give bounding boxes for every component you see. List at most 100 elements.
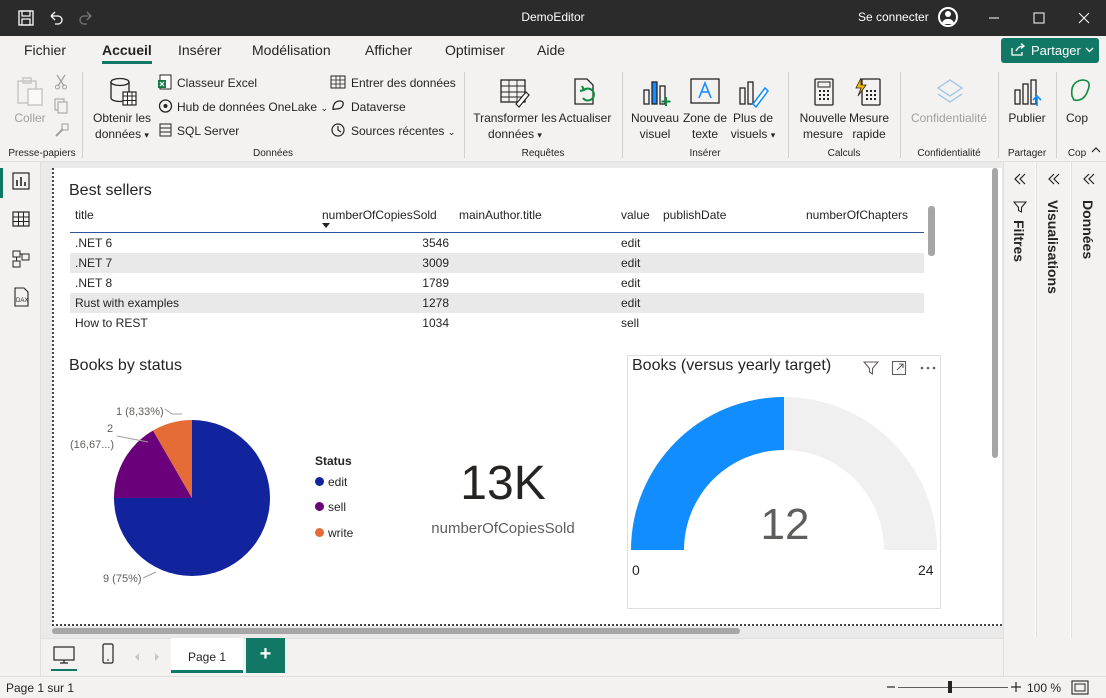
redo-icon[interactable] (77, 9, 95, 27)
queries-group-label: Requêtes (521, 148, 565, 159)
zoom-out-icon[interactable] (886, 681, 896, 693)
excel-workbook-button[interactable]: Classeur Excel (177, 76, 258, 90)
add-page-button[interactable]: + (246, 638, 285, 673)
table-row[interactable]: .NET 7 3009 edit (70, 253, 924, 273)
column-header-publish-date[interactable]: publishDate (663, 208, 727, 222)
minimize-icon[interactable] (976, 0, 1012, 36)
undo-icon[interactable] (47, 9, 65, 27)
table-row[interactable]: Rust with examples 1278 edit (70, 293, 924, 313)
expand-pane-icon[interactable] (1082, 172, 1096, 186)
tab-modelisation[interactable]: Modélisation (252, 42, 331, 58)
avatar[interactable] (938, 7, 958, 27)
mobile-layout-icon[interactable] (101, 643, 115, 665)
zoom-slider-track[interactable] (898, 687, 1008, 688)
legend-item-edit[interactable]: edit (315, 475, 347, 489)
table-view-icon[interactable] (10, 208, 32, 230)
canvas-vertical-scrollbar[interactable] (992, 168, 998, 458)
fit-to-page-icon[interactable] (1071, 680, 1089, 695)
filters-pane[interactable]: Filtres (1003, 162, 1035, 638)
desktop-layout-icon[interactable] (53, 645, 75, 665)
quick-measure-button[interactable]: Mesure rapide (848, 111, 889, 141)
leader-line (116, 435, 149, 443)
table-row[interactable]: How to REST 1034 sell (70, 313, 924, 333)
tab-afficher[interactable]: Afficher (365, 42, 413, 58)
canvas-horizontal-scrollbar[interactable] (52, 628, 740, 634)
model-view-icon[interactable] (10, 248, 32, 270)
gauge-chart (631, 397, 937, 550)
focus-mode-icon[interactable] (891, 360, 907, 376)
tab-fichier[interactable]: Fichier (24, 42, 67, 58)
sql-server-button[interactable]: SQL Server (177, 124, 240, 138)
cell-copies: 1278 (422, 296, 449, 310)
more-options-icon[interactable] (919, 360, 937, 376)
publish-button[interactable]: Publier (1008, 111, 1046, 125)
svg-text:DAX: DAX (16, 298, 28, 304)
report-view-icon[interactable] (10, 170, 32, 192)
divider (622, 72, 623, 158)
share-label: Partager (1031, 43, 1081, 58)
publish-icon (1014, 79, 1042, 106)
tab-optimiser[interactable]: Optimiser (445, 42, 505, 58)
next-page-icon[interactable] (153, 652, 161, 662)
tab-inserer[interactable]: Insérer (178, 42, 222, 58)
new-visual-button[interactable]: Nouveau visuel (630, 111, 680, 141)
cell-title: .NET 7 (75, 256, 113, 270)
tab-aide[interactable]: Aide (537, 42, 566, 58)
onelake-hub-button[interactable]: Hub de données OneLake ⌄ (177, 100, 328, 114)
sensitivity-button[interactable]: Confidentialité (910, 111, 988, 125)
table-row[interactable]: .NET 8 1789 edit (70, 273, 924, 293)
expand-pane-icon[interactable] (1013, 172, 1027, 186)
paste-button[interactable]: Coller (14, 111, 46, 125)
cut-icon[interactable] (54, 74, 68, 90)
visualizations-pane[interactable]: Visualisations (1036, 162, 1070, 638)
cell-value: edit (621, 236, 641, 250)
format-painter-icon[interactable] (54, 122, 70, 138)
new-measure-button[interactable]: Nouvelle mesure (799, 111, 847, 141)
copilot-button[interactable]: Cop (1065, 111, 1088, 125)
previous-page-icon[interactable] (133, 652, 141, 662)
transform-data-button[interactable]: Transformer les données ▾ (473, 111, 557, 141)
tab-accueil[interactable]: Accueil (102, 42, 152, 64)
sort-descending-icon (322, 223, 330, 228)
active-view-indicator (0, 168, 3, 198)
pie-label-edit: 9 (75%) (103, 573, 142, 585)
collapse-ribbon-icon[interactable] (1090, 144, 1102, 156)
save-icon[interactable] (17, 9, 35, 27)
enter-data-button[interactable]: Entrer des données (351, 76, 456, 90)
divider (82, 72, 83, 158)
pie-slice-write[interactable] (153, 420, 192, 498)
close-icon[interactable] (1066, 0, 1102, 36)
column-header-copies[interactable]: numberOfCopiesSold (322, 208, 437, 222)
cell-title: How to REST (75, 316, 148, 330)
new-visual-icon (643, 81, 671, 106)
maximize-icon[interactable] (1021, 0, 1057, 36)
get-data-button[interactable]: Obtenir les données ▾ (92, 111, 152, 141)
zoom-slider-thumb[interactable] (948, 681, 952, 693)
copy-icon[interactable] (54, 98, 68, 114)
text-box-button[interactable]: Zone de texte (682, 111, 728, 141)
column-header-chapters[interactable]: numberOfChapters (806, 208, 909, 222)
share-button[interactable]: Partager (1001, 38, 1099, 63)
dax-query-view-icon[interactable]: DAX (10, 286, 32, 308)
column-header-title[interactable]: title (75, 208, 94, 222)
page-tab-1[interactable]: Page 1 (171, 638, 243, 673)
refresh-button[interactable]: Actualiser (558, 111, 612, 125)
table-scrollbar[interactable] (928, 206, 935, 256)
sign-in-link[interactable]: Se connecter (858, 10, 929, 24)
data-pane[interactable]: Données (1071, 162, 1106, 638)
zoom-in-icon[interactable] (1010, 681, 1022, 693)
expand-pane-icon[interactable] (1047, 172, 1061, 186)
pie-chart[interactable] (60, 390, 300, 600)
legend-item-sell[interactable]: sell (315, 500, 346, 514)
filter-icon[interactable] (863, 360, 879, 376)
legend-item-write[interactable]: write (315, 526, 353, 540)
column-header-value[interactable]: value (621, 208, 650, 222)
paste-icon (17, 77, 43, 106)
column-header-author[interactable]: mainAuthor.title (459, 208, 542, 222)
filter-icon (1013, 201, 1027, 213)
pie-slice-sell[interactable] (114, 430, 192, 498)
dataverse-button[interactable]: Dataverse (351, 100, 406, 114)
more-visuals-button[interactable]: Plus de visuels ▾ (730, 111, 776, 141)
table-row[interactable]: .NET 6 3546 edit (70, 233, 924, 253)
recent-sources-button[interactable]: Sources récentes ⌄ (351, 124, 456, 138)
